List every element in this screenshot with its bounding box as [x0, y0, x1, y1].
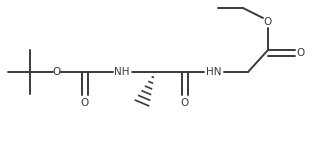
Text: O: O — [181, 98, 189, 108]
Text: O: O — [52, 67, 61, 77]
Text: O: O — [297, 48, 305, 58]
Text: O: O — [264, 17, 272, 27]
Text: HN: HN — [206, 67, 222, 77]
Text: NH: NH — [114, 67, 130, 77]
Text: O: O — [81, 98, 89, 108]
